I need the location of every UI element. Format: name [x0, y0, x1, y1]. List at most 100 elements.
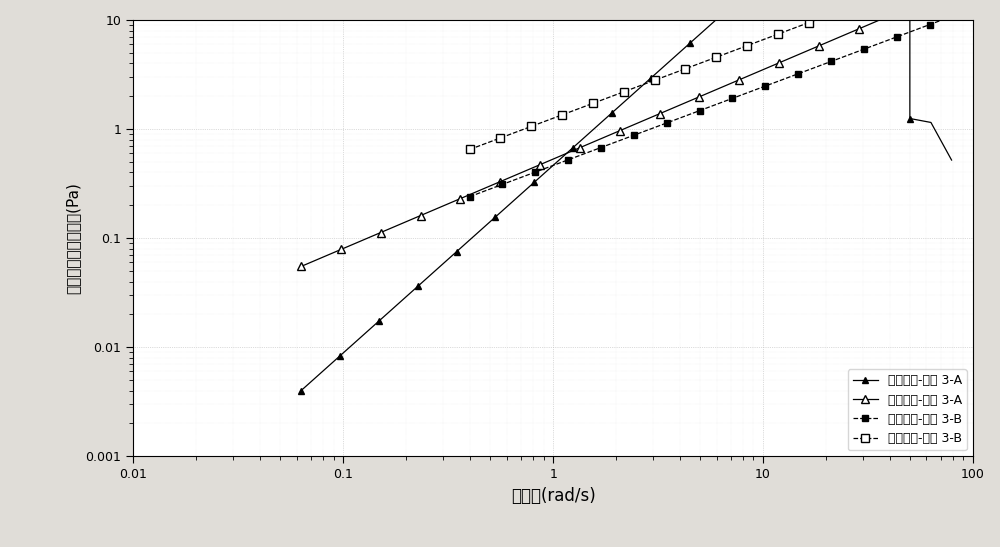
- 损耗模量-样哆 3-B: [494, 135, 506, 141]
- 储能模量-样哆 3-B: [880, 38, 892, 44]
- 损耗模量-样哆 3-B: [854, 0, 866, 7]
- 损耗模量-样哆 3-A: [919, 0, 931, 4]
- 损耗模量-样哆 3-A: [693, 94, 705, 100]
- 损耗模量-样哆 3-B: [813, 15, 825, 22]
- 损耗模量-样哆 3-B: [659, 73, 671, 80]
- 损耗模量-样哆 3-A: [507, 173, 519, 179]
- 损耗模量-样哆 3-A: [853, 26, 865, 32]
- 损耗模量-样哆 3-B: [782, 27, 794, 33]
- 损耗模量-样哆 3-A: [600, 133, 612, 139]
- 储能模量-样哆 3-B: [518, 173, 530, 179]
- 储能模量-样哆 3-B: [650, 124, 662, 130]
- 储能模量-样哆 3-A: [925, 119, 937, 126]
- 储能模量-样哆 3-B: [781, 74, 793, 81]
- 储能模量-样哆 3-B: [464, 194, 476, 200]
- Line: 损耗模量-样哆 3-B: 损耗模量-样哆 3-B: [465, 0, 977, 154]
- 储能模量-样哆 3-B: [803, 66, 815, 73]
- 损耗模量-样哆 3-A: [707, 88, 719, 95]
- 储能模量-样哆 3-B: [814, 62, 826, 69]
- 损耗模量-样哆 3-A: [361, 235, 373, 241]
- 损耗模量-样哆 3-B: [762, 35, 774, 42]
- 损耗模量-样哆 3-A: [839, 31, 851, 38]
- 储能模量-样哆 3-B: [705, 103, 717, 110]
- 损耗模量-样哆 3-B: [772, 31, 784, 37]
- 储能模量-样哆 3-B: [672, 115, 684, 122]
- 储能模量-样哆 3-B: [540, 165, 552, 171]
- Line: 储能模量-样哆 3-A: 储能模量-样哆 3-A: [298, 0, 955, 394]
- 损耗模量-样哆 3-B: [607, 92, 619, 99]
- 损耗模量-样哆 3-A: [813, 43, 825, 49]
- 损耗模量-样哆 3-B: [720, 50, 732, 57]
- 损耗模量-样哆 3-B: [628, 85, 640, 91]
- 损耗模量-样哆 3-A: [547, 156, 559, 162]
- 储能模量-样哆 3-B: [891, 33, 903, 40]
- 损耗模量-样哆 3-B: [474, 142, 486, 149]
- 储能模量-样哆 3-B: [935, 17, 947, 24]
- 储能模量-样哆 3-B: [716, 99, 728, 106]
- 损耗模量-样哆 3-A: [454, 195, 466, 202]
- 损耗模量-样哆 3-A: [574, 144, 586, 151]
- 损耗模量-样哆 3-B: [741, 43, 753, 49]
- 损耗模量-样哆 3-B: [464, 146, 476, 153]
- 储能模量-样哆 3-B: [486, 185, 498, 192]
- 损耗模量-样哆 3-A: [720, 82, 732, 89]
- 储能模量-样哆 3-B: [694, 107, 706, 114]
- 损耗模量-样哆 3-A: [468, 190, 480, 196]
- 损耗模量-样哆 3-A: [667, 105, 679, 112]
- 储能模量-样哆 3-A: [946, 157, 958, 164]
- 储能模量-样哆 3-B: [475, 189, 487, 196]
- 损耗模量-样哆 3-B: [833, 8, 845, 14]
- 损耗模量-样哆 3-B: [597, 96, 609, 103]
- 损耗模量-样哆 3-A: [906, 3, 918, 10]
- 损耗模量-样哆 3-A: [826, 37, 838, 44]
- 损耗模量-样哆 3-A: [494, 178, 506, 185]
- 损耗模量-样哆 3-A: [428, 207, 440, 213]
- 损耗模量-样哆 3-B: [823, 11, 835, 18]
- 损耗模量-样哆 3-A: [614, 127, 626, 134]
- 损耗模量-样哆 3-B: [536, 119, 548, 126]
- 损耗模量-样哆 3-A: [800, 48, 812, 55]
- 损耗模量-样哆 3-A: [295, 263, 307, 270]
- 损耗模量-样哆 3-A: [561, 150, 573, 156]
- 储能模量-样哆 3-B: [858, 46, 870, 53]
- 损耗模量-样哆 3-A: [733, 77, 745, 83]
- 损耗模量-样哆 3-A: [534, 161, 546, 168]
- 损耗模量-样哆 3-B: [731, 46, 743, 53]
- 损耗模量-样哆 3-A: [587, 139, 599, 146]
- 损耗模量-样哆 3-B: [525, 123, 537, 130]
- 储能模量-样哆 3-B: [825, 58, 837, 65]
- Legend: 储能模量-样哆 3-A, 损耗模量-样哆 3-A, 储能模量-样哆 3-B, 损耗模量-样哆 3-B: 储能模量-样哆 3-A, 损耗模量-样哆 3-A, 储能模量-样哆 3-B, 损…: [848, 369, 967, 450]
- 储能模量-样哆 3-B: [759, 83, 771, 89]
- 损耗模量-样哆 3-B: [669, 69, 681, 76]
- 储能模量-样哆 3-A: [723, 5, 735, 12]
- 损耗模量-样哆 3-B: [577, 104, 589, 110]
- 储能模量-样哆 3-B: [551, 161, 563, 167]
- 储能模量-样哆 3-B: [792, 71, 804, 77]
- 损耗模量-样哆 3-B: [587, 100, 599, 107]
- 储能模量-样哆 3-A: [502, 202, 514, 209]
- 储能模量-样哆 3-B: [507, 177, 519, 184]
- 储能模量-样哆 3-B: [584, 148, 596, 155]
- 储能模量-样哆 3-B: [617, 136, 629, 143]
- Line: 损耗模量-样哆 3-A: 损耗模量-样哆 3-A: [297, 0, 956, 271]
- 储能模量-样哆 3-B: [770, 79, 782, 85]
- 损耗模量-样哆 3-A: [746, 71, 758, 78]
- 损耗模量-样哆 3-B: [700, 58, 712, 65]
- 损耗模量-样哆 3-A: [441, 201, 453, 207]
- 损耗模量-样哆 3-B: [649, 77, 661, 84]
- 损耗模量-样哆 3-A: [879, 14, 891, 21]
- 损耗模量-样哆 3-B: [618, 89, 630, 95]
- 损耗模量-样哆 3-A: [322, 252, 334, 258]
- 损耗模量-样哆 3-B: [566, 108, 578, 114]
- 损耗模量-样哆 3-A: [892, 9, 904, 15]
- 损耗模量-样哆 3-B: [505, 131, 517, 137]
- 储能模量-样哆 3-A: [489, 214, 501, 220]
- 损耗模量-样哆 3-A: [680, 99, 692, 106]
- 损耗模量-样哆 3-B: [792, 23, 804, 30]
- 储能模量-样哆 3-B: [628, 132, 640, 138]
- 损耗模量-样哆 3-A: [375, 229, 387, 236]
- 损耗模量-样哆 3-A: [401, 218, 413, 224]
- 损耗模量-样哆 3-A: [335, 246, 347, 253]
- 损耗模量-样哆 3-A: [308, 258, 320, 264]
- 储能模量-样哆 3-B: [683, 112, 695, 118]
